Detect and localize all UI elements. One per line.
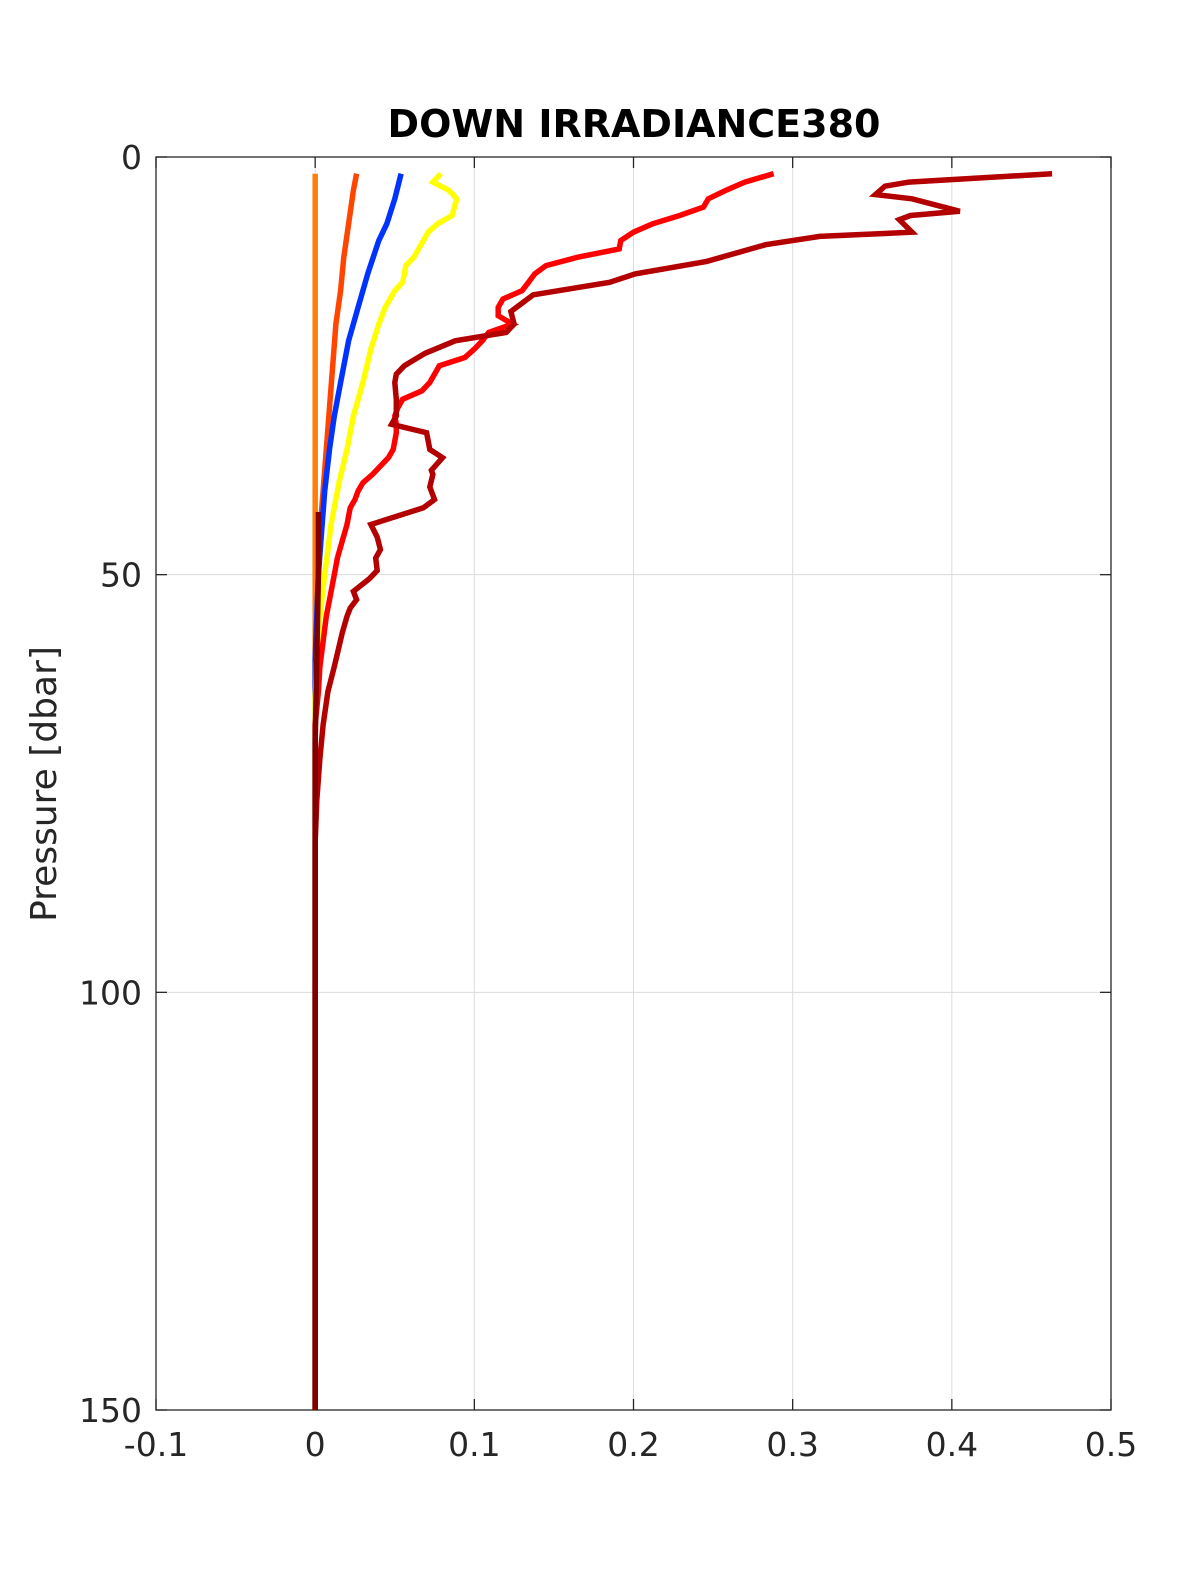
- y-tick-label: 150: [79, 1391, 142, 1430]
- chart-title: DOWN IRRADIANCE380: [388, 102, 881, 146]
- series-lines: [312, 170, 1053, 1410]
- x-tick-label: 0.5: [1085, 1425, 1137, 1464]
- series-line-5: [312, 171, 775, 1410]
- series-line-3: [312, 173, 404, 1410]
- y-tick-label: 0: [121, 138, 142, 177]
- series-line-4: [312, 171, 460, 1410]
- y-axis-title: Pressure [dbar]: [24, 646, 65, 922]
- grid-lines: [155, 156, 1112, 1411]
- x-tick-label: 0.3: [766, 1425, 818, 1464]
- series-line-7: [312, 512, 322, 1410]
- x-tick-label: 0.1: [448, 1425, 500, 1464]
- y-tick-label: 50: [100, 556, 142, 595]
- tick-labels: -0.1 0 0.1 0.2 0.3 0.4 0.5 0 50 100 150: [79, 138, 1137, 1464]
- x-tick-label: 0: [305, 1425, 326, 1464]
- x-tick-label: -0.1: [124, 1425, 188, 1464]
- series-line-2: [312, 173, 360, 1410]
- x-tick-label: 0.4: [926, 1425, 978, 1464]
- x-tick-label: 0.2: [607, 1425, 659, 1464]
- series-line-6: [312, 170, 1053, 1410]
- axis-ticks: [155, 156, 1112, 1411]
- y-tick-label: 100: [79, 973, 142, 1012]
